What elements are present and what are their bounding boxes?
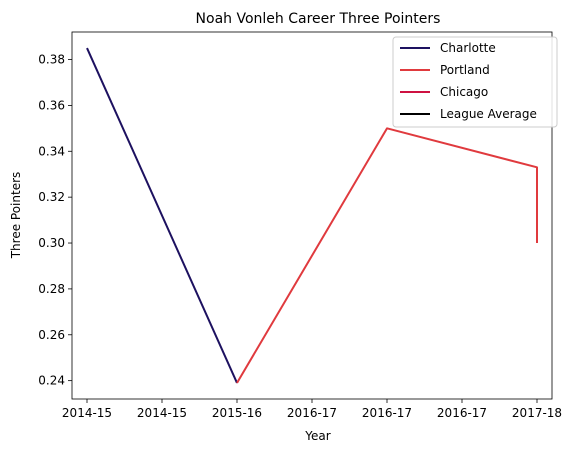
y-tick-label: 0.24 <box>38 374 65 388</box>
x-axis: 2014-15 2014-15 2015-16 2016-17 2016-17 2016-… <box>62 399 562 420</box>
legend: Charlotte Portland Chicago League Average <box>392 36 558 128</box>
y-axis-title: Three Pointers <box>9 172 23 260</box>
x-tick-label: 2017-18 <box>512 406 562 420</box>
y-axis: 0.24 0.26 0.28 0.30 0.32 0.34 0.36 0.38 <box>38 53 72 388</box>
x-tick-label: 2016-17 <box>362 406 412 420</box>
legend-frame <box>392 36 558 128</box>
legend-label: Charlotte <box>440 41 496 55</box>
y-tick-label: 0.36 <box>38 98 65 112</box>
legend-label: League Average <box>440 107 537 121</box>
x-tick-label: 2016-17 <box>437 406 487 420</box>
y-tick-label: 0.28 <box>38 282 65 296</box>
legend-label: Chicago <box>440 85 488 99</box>
x-tick-label: 2015-16 <box>212 406 262 420</box>
series-line-portland <box>236 127 538 384</box>
x-tick-label: 2016-17 <box>287 406 337 420</box>
y-tick-label: 0.32 <box>38 190 65 204</box>
x-tick-label: 2014-15 <box>62 406 112 420</box>
series-layer <box>86 47 538 384</box>
legend-label: Portland <box>440 63 490 77</box>
y-tick-label: 0.34 <box>38 144 65 158</box>
y-tick-label: 0.38 <box>38 53 65 67</box>
chart-title: Noah Vonleh Career Three Pointers <box>196 11 441 27</box>
y-tick-label: 0.30 <box>38 236 65 250</box>
x-tick-label: 2014-15 <box>137 406 187 420</box>
x-axis-title: Year <box>304 429 330 443</box>
y-tick-label: 0.26 <box>38 328 65 342</box>
series-line-charlotte <box>86 47 238 384</box>
